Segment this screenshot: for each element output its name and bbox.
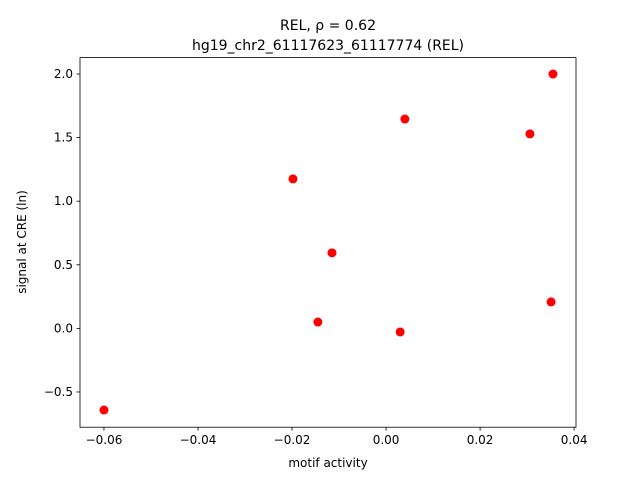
point [548,69,558,79]
point [288,174,298,184]
x-tick-label: 0.02 [467,433,494,447]
chart-subtitle: hg19_chr2_61117623_61117774 (REL) [192,38,464,54]
y-tick-label: −0.5 [44,385,73,399]
x-tick-label: 0.00 [373,433,400,447]
x-tick-label: −0.06 [86,433,123,447]
y-tick-label: 0.0 [54,321,73,335]
y-tick-label: 1.0 [54,194,73,208]
chart-title: REL, ρ = 0.62 [280,18,376,34]
x-tick-label: −0.02 [274,433,311,447]
y-tick-label: 2.0 [54,67,73,81]
y-tick-label: 1.5 [54,131,73,145]
x-tick-label: 0.04 [561,433,588,447]
y-tick-label: 0.5 [54,258,73,272]
point [313,317,323,327]
plot-frame [79,57,577,428]
point [395,327,405,337]
point [546,297,556,307]
x-axis-label: motif activity [288,456,367,470]
y-axis-label: signal at CRE (ln) [15,190,29,294]
point [525,129,535,139]
point [400,114,410,124]
x-tick-label: −0.04 [180,433,217,447]
point [99,405,109,415]
point [327,248,337,258]
